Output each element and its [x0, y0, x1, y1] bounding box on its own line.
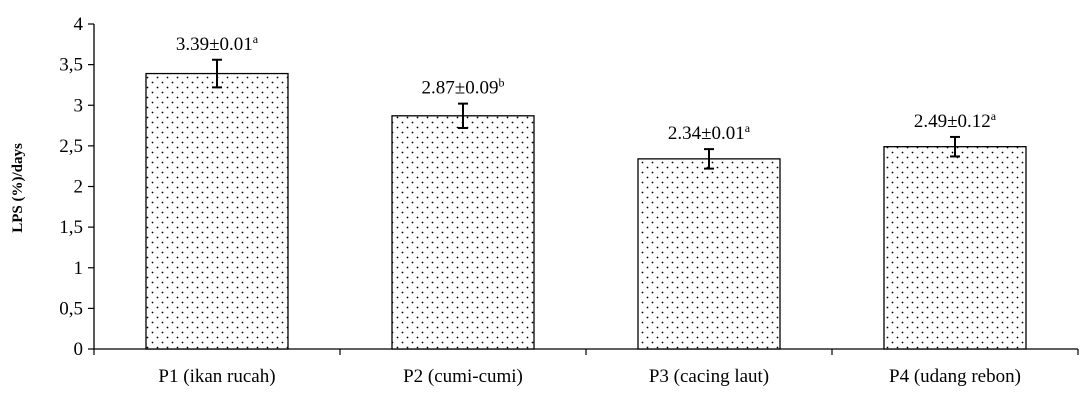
category-label: P4 (udang rebon) — [889, 366, 1021, 387]
data-label: 2.49±0.12a — [914, 109, 997, 132]
y-tick-label: 2 — [74, 177, 84, 198]
y-tick-label: 0 — [74, 339, 84, 360]
bar-3 — [637, 158, 781, 350]
y-tick-label: 2,5 — [59, 136, 83, 157]
plot-area: 0 0,5 1 1,5 2 2,5 3 3,5 4 3.39±0.01a P1 (ikan ruca… — [59, 14, 1079, 387]
y-tick-label: 3,5 — [59, 55, 83, 76]
data-label: 2.34±0.01a — [668, 121, 751, 144]
bar-2 — [391, 115, 535, 350]
bar-1 — [145, 72, 289, 350]
y-tick-label: 1 — [74, 258, 84, 279]
category-label: P1 (ikan rucah) — [158, 366, 275, 387]
y-tick-label: 1,5 — [59, 217, 83, 238]
y-tick-label: 4 — [74, 14, 84, 35]
category-label: P3 (cacing laut) — [649, 366, 769, 387]
data-label: 3.39±0.01a — [176, 32, 259, 55]
y-tick-label: 3 — [74, 95, 84, 116]
y-tick-label: 0,5 — [59, 298, 83, 319]
bar-4 — [883, 146, 1027, 350]
y-axis-label: LPS (%)/days — [10, 143, 26, 233]
data-label: 2.87±0.09b — [422, 76, 505, 99]
category-label: P2 (cumi-cumi) — [403, 366, 523, 387]
